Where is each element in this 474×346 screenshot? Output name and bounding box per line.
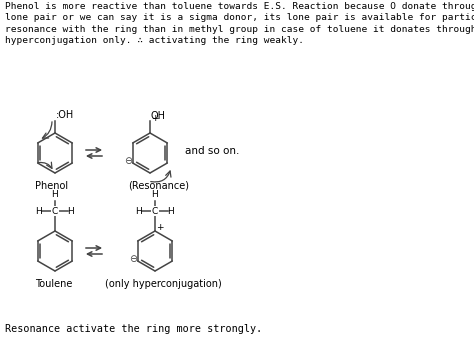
Text: H: H	[52, 190, 58, 199]
Text: H: H	[68, 207, 74, 216]
Text: ⊖: ⊖	[129, 254, 138, 264]
Text: (Resonance): (Resonance)	[128, 181, 189, 191]
Text: Phenol: Phenol	[35, 181, 68, 191]
Text: +: +	[151, 114, 158, 123]
Text: Resonance activate the ring more strongly.: Resonance activate the ring more strongl…	[5, 324, 262, 334]
Text: H: H	[168, 207, 174, 216]
Text: H: H	[136, 207, 142, 216]
Text: (only hyperconjugation): (only hyperconjugation)	[105, 279, 222, 289]
Text: C: C	[52, 207, 58, 216]
Text: H: H	[152, 190, 158, 199]
Text: :OH: :OH	[56, 110, 74, 120]
Text: Phenol is more reactive than toluene towards E.S. Reaction because O donate thro: Phenol is more reactive than toluene tow…	[5, 2, 474, 45]
Text: OH: OH	[151, 111, 166, 121]
Text: +: +	[156, 222, 164, 231]
Text: ⊖: ⊖	[125, 156, 133, 166]
Text: and so on.: and so on.	[185, 146, 239, 156]
Text: H: H	[36, 207, 42, 216]
Text: C: C	[152, 207, 158, 216]
Text: Toulene: Toulene	[35, 279, 73, 289]
